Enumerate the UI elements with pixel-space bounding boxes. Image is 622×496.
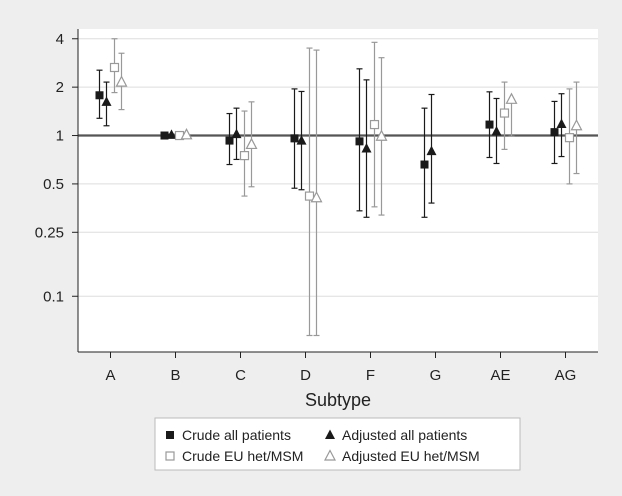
- x-tick-label: AE: [490, 367, 510, 384]
- legend-marker: [325, 429, 335, 439]
- data-point: [109, 62, 120, 73]
- series-layer: [95, 38, 583, 337]
- data-point: [556, 118, 567, 128]
- data-point: [426, 145, 437, 156]
- y-ticks: 4 2 1 0.5 0.25 0.1: [35, 31, 78, 305]
- x-tick-label: F: [366, 367, 375, 384]
- y-tick-label: 4: [56, 31, 64, 48]
- data-point: [375, 129, 388, 141]
- y-tick-label: 1: [56, 128, 64, 145]
- data-point: [310, 190, 323, 203]
- data-point: [550, 128, 559, 137]
- legend-label: Adjusted all patients: [342, 427, 467, 443]
- data-point: [160, 131, 169, 140]
- legend-item: Adjusted EU het/MSM: [324, 448, 480, 464]
- series-1: [95, 68, 559, 218]
- x-tick-label: G: [430, 367, 442, 384]
- data-point: [304, 191, 315, 201]
- data-point: [485, 120, 494, 129]
- data-point: [166, 129, 177, 139]
- series-4: [115, 49, 583, 337]
- x-ticks: A B C D F G AE AG: [105, 352, 576, 384]
- x-tick-label: A: [105, 367, 115, 384]
- series-2: [101, 79, 567, 218]
- legend-item: Crude all patients: [166, 427, 291, 443]
- y-tick-label: 0.5: [43, 176, 64, 193]
- data-point: [355, 137, 364, 146]
- legend-marker: [324, 449, 336, 461]
- legend-marker: [166, 431, 174, 439]
- x-tick-label: C: [235, 367, 246, 384]
- data-point: [101, 96, 112, 106]
- data-point: [420, 160, 429, 169]
- data-point: [290, 134, 299, 143]
- data-point: [491, 125, 502, 136]
- y-tick-label: 0.1: [43, 288, 64, 305]
- x-tick-label: D: [300, 367, 311, 384]
- data-point: [499, 108, 510, 118]
- legend-item: Adjusted all patients: [325, 427, 467, 443]
- data-point: [245, 137, 258, 150]
- legend-box: [154, 417, 521, 471]
- data-point: [239, 151, 250, 161]
- legend-label: Adjusted EU het/MSM: [342, 448, 480, 464]
- series-3: [109, 38, 575, 337]
- data-point: [95, 91, 104, 100]
- legend-label: Crude all patients: [182, 427, 291, 443]
- data-point: [361, 143, 372, 153]
- data-point: [369, 119, 380, 130]
- data-point: [564, 133, 575, 143]
- data-point: [296, 135, 307, 145]
- legend: Crude all patients Adjusted all patients C…: [154, 417, 521, 471]
- data-point: [505, 92, 518, 104]
- legend-item: Crude EU het/MSM: [165, 448, 303, 464]
- y-tick-label: 0.25: [35, 224, 64, 241]
- data-point: [231, 128, 242, 139]
- x-axis-title: Subtype: [305, 390, 371, 410]
- y-tick-label: 2: [56, 79, 64, 96]
- legend-marker: [165, 451, 175, 461]
- x-tick-label: B: [170, 367, 180, 384]
- legend-label: Crude EU het/MSM: [182, 448, 303, 464]
- data-point: [570, 118, 583, 131]
- data-point: [115, 75, 128, 87]
- plot-area: [78, 29, 598, 352]
- legend-items: Crude all patients Adjusted all patients C…: [165, 427, 480, 464]
- data-point: [180, 128, 193, 140]
- data-point: [225, 136, 234, 145]
- x-tick-label: AG: [555, 367, 577, 384]
